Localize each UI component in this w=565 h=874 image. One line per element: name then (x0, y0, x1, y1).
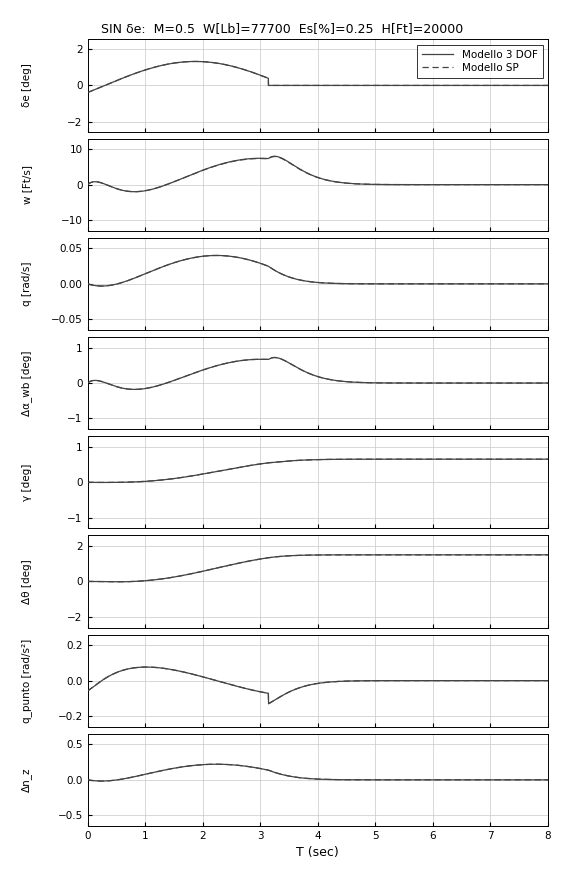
Y-axis label: Δα_wb [deg]: Δα_wb [deg] (21, 350, 32, 416)
X-axis label: T (sec): T (sec) (297, 846, 339, 859)
Y-axis label: w [Ft/s]: w [Ft/s] (23, 165, 32, 205)
Legend: Modello 3 DOF, Modello SP: Modello 3 DOF, Modello SP (417, 45, 543, 78)
Y-axis label: γ [deg]: γ [deg] (23, 463, 32, 501)
Y-axis label: Δn_z: Δn_z (21, 767, 32, 792)
Y-axis label: q [rad/s]: q [rad/s] (23, 261, 32, 306)
Y-axis label: Δθ [deg]: Δθ [deg] (23, 559, 32, 604)
Y-axis label: q_punto [rad/s²]: q_punto [rad/s²] (21, 639, 32, 723)
Text: SIN δe:  M=0.5  W[Lb]=77700  Es[%]=0.25  H[Ft]=20000: SIN δe: M=0.5 W[Lb]=77700 Es[%]=0.25 H[F… (101, 22, 464, 35)
Y-axis label: δe [deg]: δe [deg] (23, 64, 32, 108)
